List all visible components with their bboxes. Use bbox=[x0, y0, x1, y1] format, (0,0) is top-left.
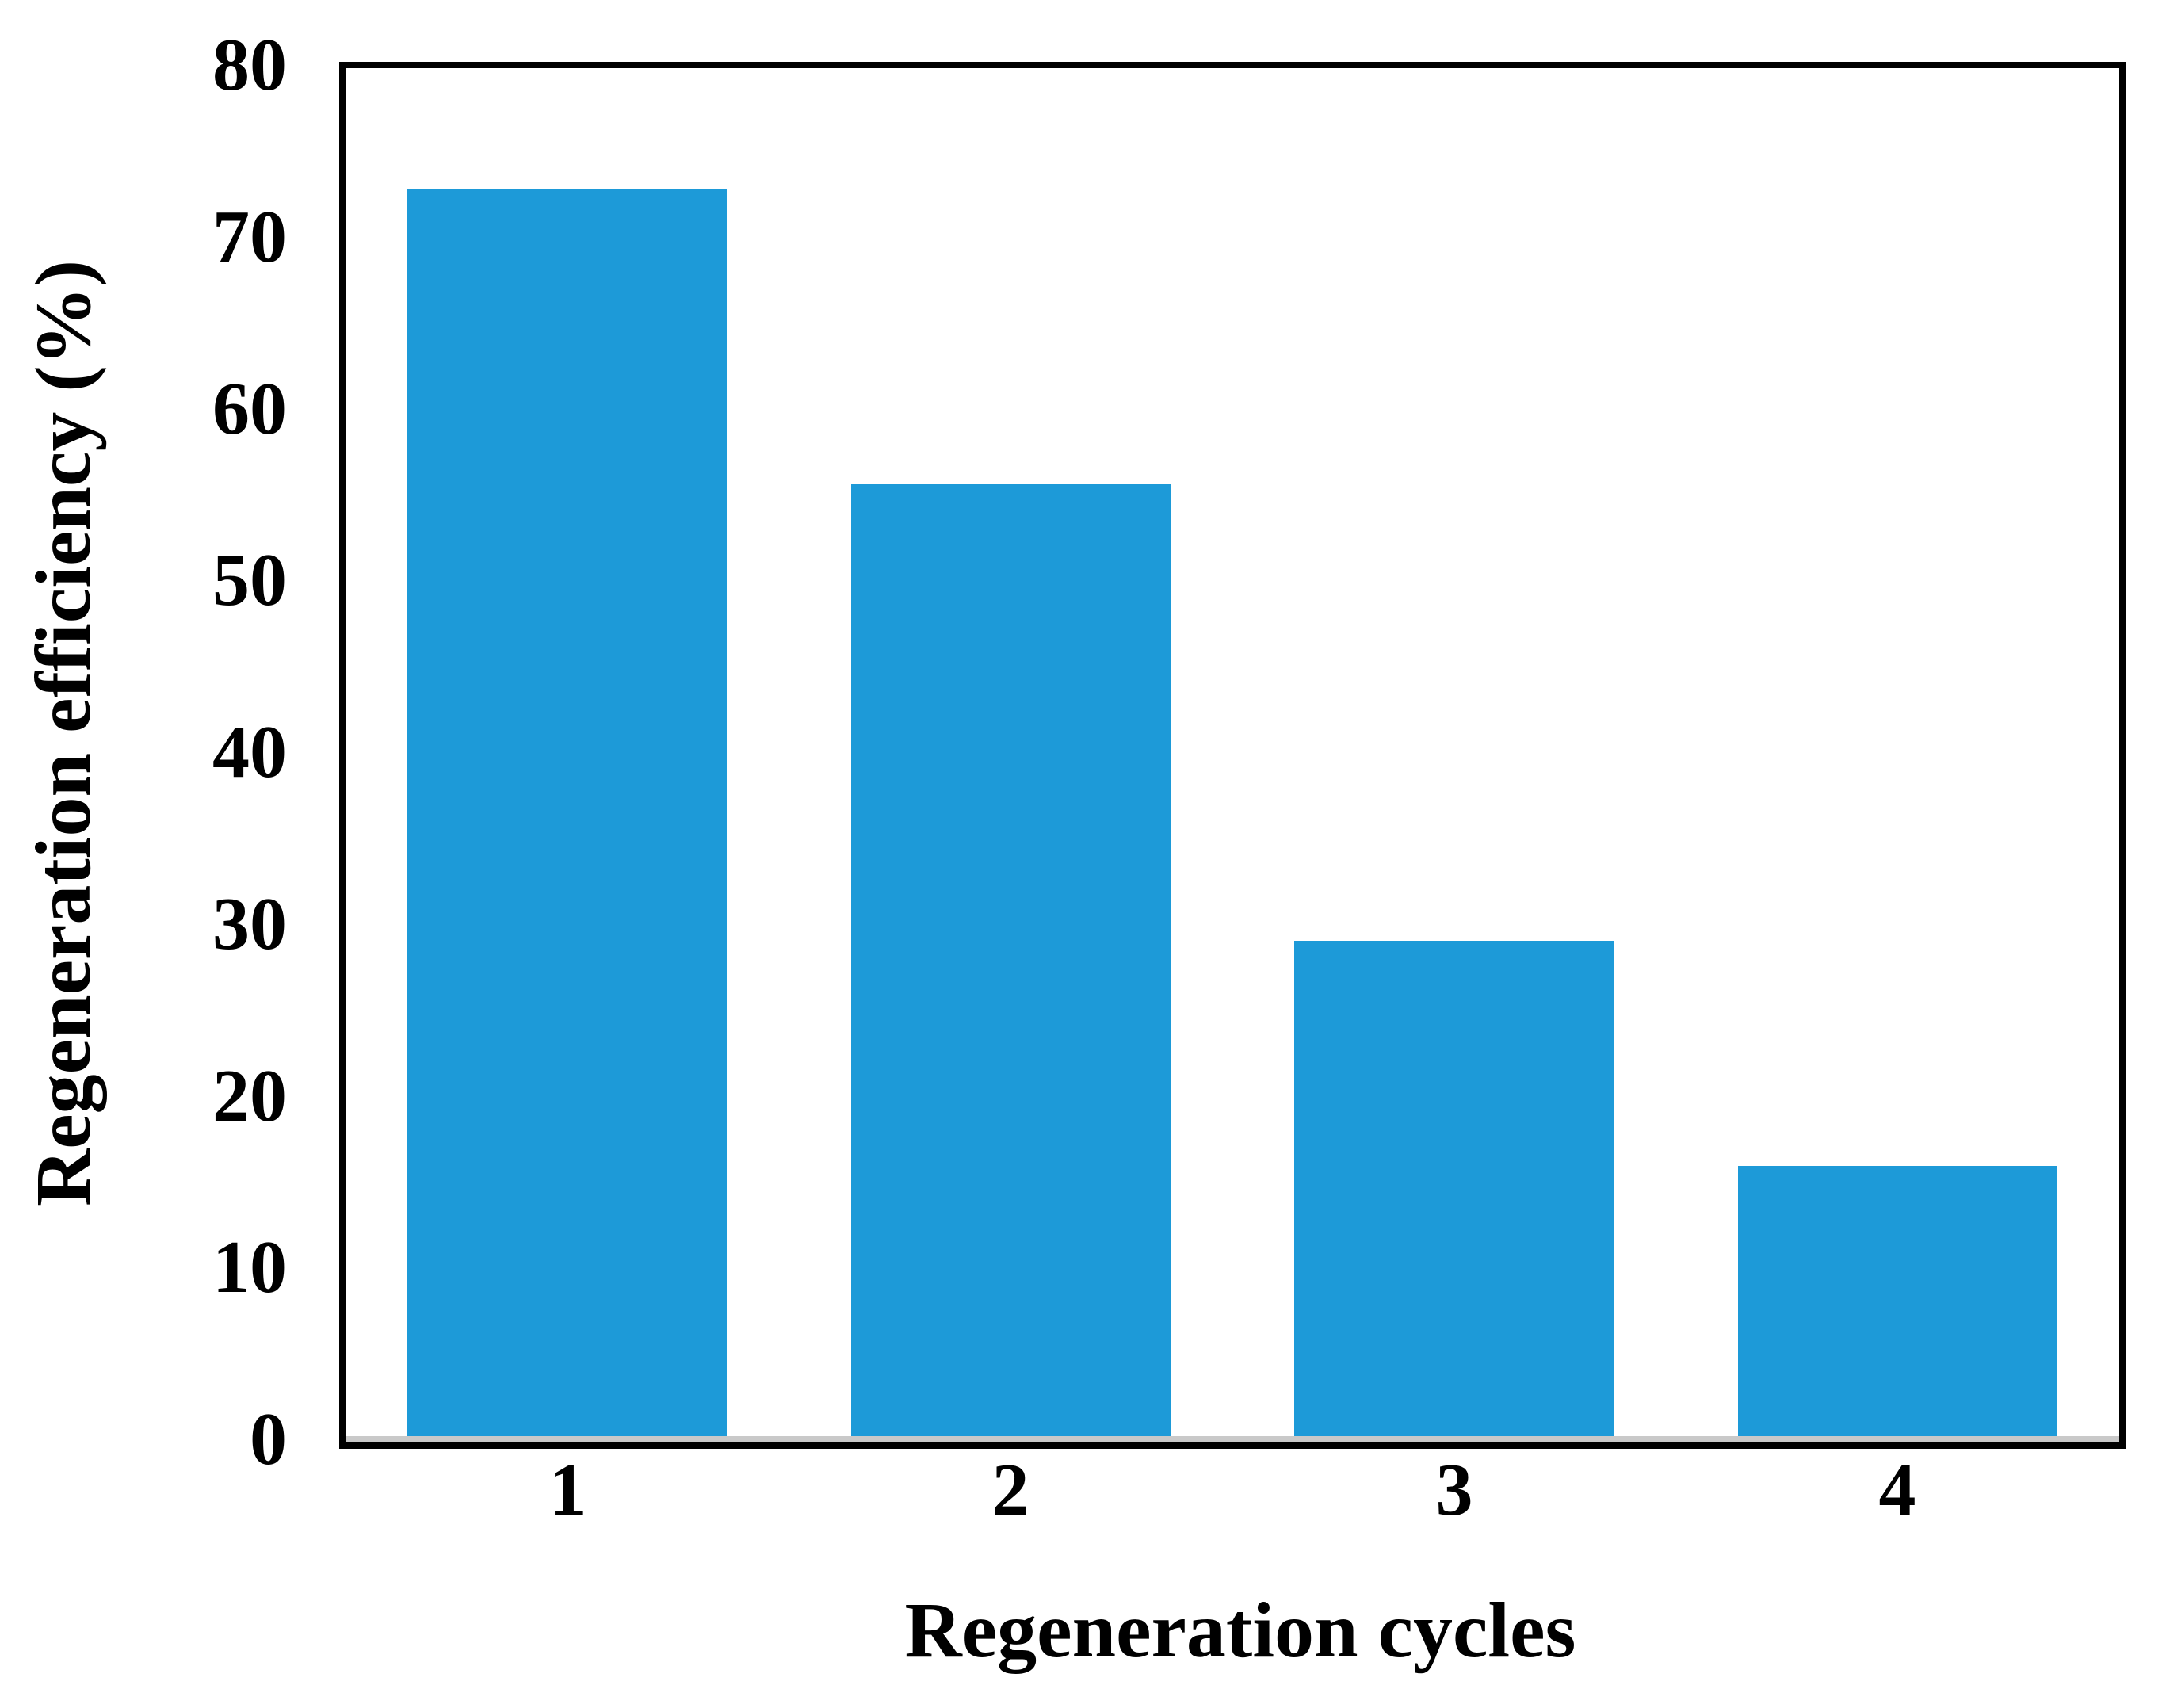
y-tick-label-20: 20 bbox=[212, 1055, 287, 1138]
x-tick-label-2: 2 bbox=[991, 1449, 1029, 1531]
y-tick-label-50: 50 bbox=[212, 539, 287, 622]
bar-cycle-2 bbox=[851, 484, 1171, 1442]
x-axis-title: Regeneration cycles bbox=[904, 1586, 1576, 1674]
baseline-shadow bbox=[346, 1436, 2119, 1442]
plot-area bbox=[339, 62, 2126, 1449]
x-tick-label-1: 1 bbox=[548, 1449, 586, 1531]
bars-layer bbox=[346, 68, 2119, 1442]
y-tick-label-60: 60 bbox=[212, 368, 287, 451]
bar-cycle-1 bbox=[407, 189, 727, 1442]
y-axis-title: Regeneration efficiency (%) bbox=[19, 260, 107, 1206]
y-tick-label-0: 0 bbox=[250, 1398, 287, 1481]
y-tick-label-10: 10 bbox=[212, 1226, 287, 1309]
y-tick-label-80: 80 bbox=[212, 24, 287, 107]
x-tick-label-3: 3 bbox=[1435, 1449, 1473, 1531]
y-tick-label-70: 70 bbox=[212, 196, 287, 279]
y-tick-label-30: 30 bbox=[212, 883, 287, 966]
y-tick-label-40: 40 bbox=[212, 711, 287, 794]
x-tick-label-4: 4 bbox=[1878, 1449, 1916, 1531]
bar-cycle-4 bbox=[1738, 1166, 2057, 1442]
bar-cycle-3 bbox=[1294, 941, 1614, 1442]
